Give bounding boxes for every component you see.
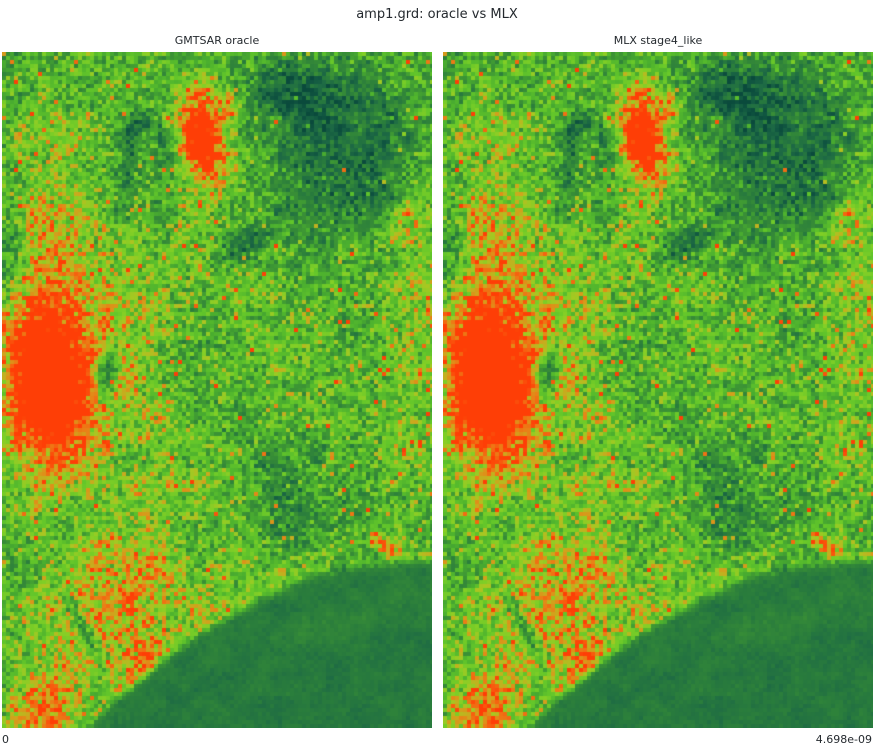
value-min-label: 0 xyxy=(2,733,9,746)
figure-title: amp1.grd: oracle vs MLX xyxy=(356,7,518,22)
mlx-stage4-like-heatmap xyxy=(443,52,873,728)
panel-gmtsar-oracle: GMTSAR oracle xyxy=(2,33,432,728)
panel-mlx-stage4-like: MLX stage4_like xyxy=(443,33,873,728)
panel-title-gmtsar-oracle: GMTSAR oracle xyxy=(174,34,260,47)
value-range-row: 0 4.698e-09 xyxy=(2,733,872,746)
panels-row: GMTSAR oracle MLX stage4_like xyxy=(2,33,873,728)
panel-title-mlx-stage4-like: MLX stage4_like xyxy=(613,34,703,47)
value-max-label: 4.698e-09 xyxy=(815,733,872,746)
gmtsar-oracle-heatmap xyxy=(2,52,432,728)
